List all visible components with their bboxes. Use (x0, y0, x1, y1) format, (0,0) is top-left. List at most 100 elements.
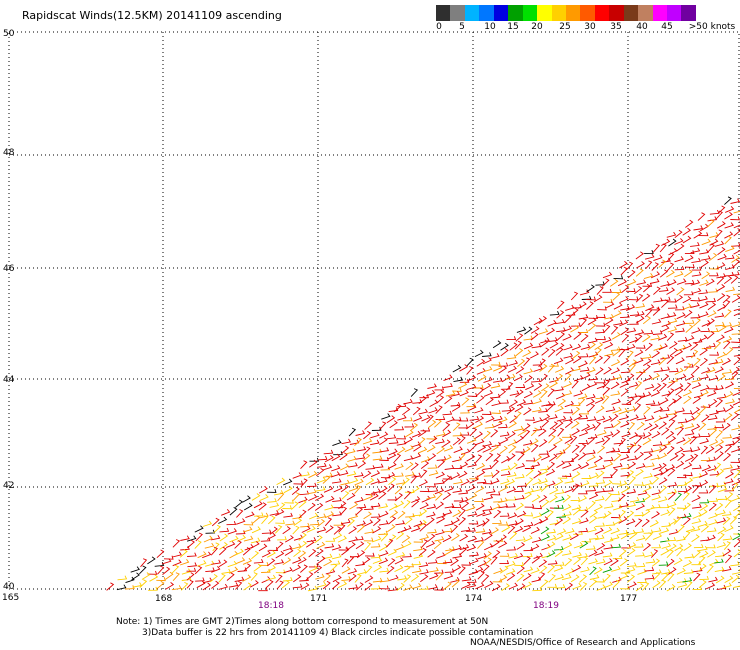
wind-barb (442, 475, 451, 484)
wind-barb (691, 287, 702, 294)
wind-barb (562, 381, 573, 388)
wind-barb (532, 398, 542, 405)
wind-barb (619, 260, 628, 269)
wind-barb (429, 572, 439, 580)
wind-barb (236, 557, 246, 565)
wind-barb (475, 438, 485, 446)
wind-barb (564, 400, 575, 408)
wind-barb (691, 257, 702, 264)
wind-barb (509, 415, 518, 424)
wind-barb (561, 473, 572, 477)
wind-barb (491, 469, 500, 478)
wind-barb (339, 452, 348, 461)
wind-barb (603, 366, 612, 375)
wind-barb (371, 488, 381, 494)
wind-barb (515, 384, 526, 388)
wind-barb (633, 444, 642, 453)
wind-barb (162, 566, 171, 575)
wind-barb (316, 519, 326, 528)
wind-barb (355, 507, 363, 516)
wind-barb (477, 540, 485, 549)
wind-barb (339, 506, 348, 516)
wind-barb (212, 542, 220, 552)
wind-barb (635, 503, 645, 511)
wind-barb (348, 584, 358, 590)
wind-barb (642, 364, 651, 373)
wind-barb (706, 534, 716, 542)
wind-barb (525, 457, 536, 462)
wind-barb (572, 483, 580, 493)
wind-barb (564, 582, 574, 591)
wind-barb (282, 545, 293, 552)
wind-barb (701, 464, 712, 472)
wind-barb (669, 347, 678, 357)
wind-barb (588, 549, 598, 557)
wind-barb (500, 478, 510, 485)
wind-barb (149, 574, 159, 582)
wind-barb (482, 352, 492, 357)
wind-barb (403, 584, 413, 591)
wind-barb (675, 387, 684, 396)
wind-barb (620, 485, 630, 494)
wind-barb (501, 455, 510, 464)
wind-barb (461, 581, 471, 589)
wind-barb (442, 429, 452, 438)
wind-barb (331, 465, 341, 472)
wind-barb (682, 447, 693, 453)
wind-barb (452, 432, 463, 437)
wind-barb (619, 454, 630, 461)
wind-barb (643, 358, 652, 366)
wind-barb (723, 541, 731, 550)
wind-barb (626, 441, 637, 448)
wind-barb (434, 536, 445, 542)
wind-barb (652, 383, 662, 392)
wind-barb (564, 373, 572, 382)
wind-barb (658, 259, 667, 268)
wind-barb (554, 533, 564, 541)
wind-barb (588, 314, 599, 319)
wind-barb (325, 568, 336, 575)
wind-barb (612, 419, 622, 428)
wind-barb (531, 555, 541, 564)
wind-barb (450, 524, 459, 534)
wind-barb (387, 558, 396, 567)
wind-barb (701, 367, 711, 374)
wind-barb (667, 379, 676, 389)
wind-barb (709, 439, 719, 447)
wind-barb (410, 485, 420, 494)
wind-barb (682, 502, 691, 511)
wind-barb (492, 550, 501, 559)
wind-barb (633, 403, 642, 412)
wind-barb (602, 288, 612, 293)
wind-barb (202, 582, 212, 591)
wind-barb (732, 259, 740, 268)
wind-barb (554, 574, 565, 581)
wind-barb (716, 481, 727, 488)
wind-barb (507, 365, 517, 373)
wind-barb (716, 509, 726, 516)
wind-barb (379, 431, 389, 439)
wind-barb (469, 416, 480, 421)
wind-barb (477, 374, 487, 382)
wind-barb (730, 198, 740, 204)
wind-barb (603, 544, 614, 550)
wind-barb (411, 561, 422, 566)
wind-barb (676, 278, 687, 285)
wind-barb (139, 579, 148, 588)
wind-barb (571, 322, 581, 327)
wind-barb (724, 412, 733, 421)
wind-barb (666, 312, 677, 318)
wind-barb (499, 565, 509, 574)
wind-barb (259, 512, 269, 519)
wind-barb (595, 367, 604, 376)
wind-barb (436, 512, 446, 519)
wind-barb (315, 486, 326, 492)
wind-barb (572, 350, 581, 359)
wind-barb (709, 471, 720, 476)
wind-barb (459, 378, 470, 383)
wind-barb (469, 557, 479, 565)
wind-barb (283, 567, 293, 574)
wind-barb (564, 486, 574, 494)
wind-barb (562, 333, 572, 341)
wind-barb (354, 437, 362, 447)
